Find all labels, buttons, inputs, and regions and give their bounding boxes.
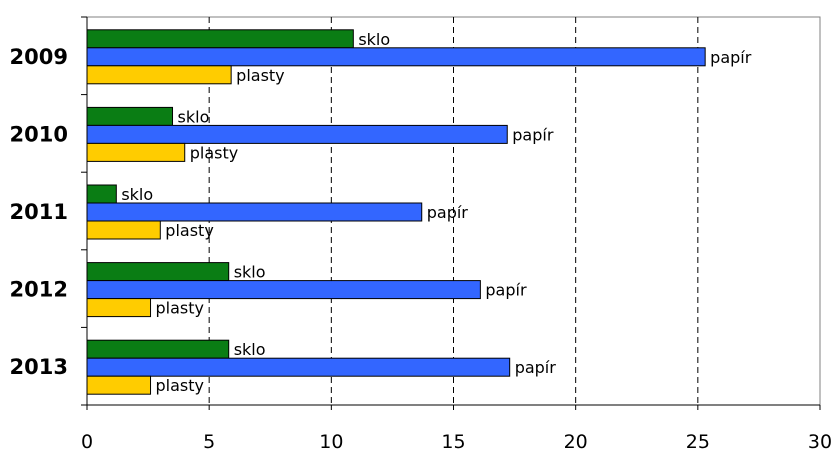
bar-data-label: plasty [156,376,204,395]
bar-data-label: sklo [178,107,210,126]
bar-sklo [86,106,174,126]
bar-papir [86,124,508,144]
bar-data-label: sklo [358,30,390,49]
x-tick-label: 25 [686,431,710,452]
bar-data-label: papír [710,48,752,67]
bar-sklo [86,339,230,359]
bar-data-label: plasty [165,221,213,240]
bar-data-label: papír [427,203,469,222]
y-axis: 2009 2010 2011 2012 2013 [10,16,88,406]
y-category-label: 2013 [10,355,68,379]
bar-data-label: sklo [121,185,153,204]
bar-papir [86,202,423,222]
bar-plasty [86,375,152,395]
bar-papir [86,357,511,377]
bar-papir [86,47,706,67]
bar-sklo [86,29,354,49]
x-tick-label: 15 [441,431,465,452]
bars [86,29,706,395]
bar-plasty [86,220,161,240]
bar-data-label: plasty [190,143,238,162]
x-tick-label: 5 [203,431,215,452]
bar-papir [86,280,481,300]
x-tick-label: 0 [81,431,93,452]
y-category-label: 2011 [10,200,68,224]
bar-data-label: plasty [236,66,284,85]
y-category-label: 2010 [10,122,68,146]
y-category-label: 2009 [10,45,68,69]
bar-data-label: sklo [234,340,266,359]
y-category-label: 2012 [10,278,68,302]
x-tick-label: 10 [319,431,343,452]
bar-data-label: plasty [156,299,204,318]
bar-sklo [86,262,230,282]
bar-data-label: papír [512,125,554,144]
bar-data-label: sklo [234,263,266,282]
bar-plasty [86,65,232,85]
data-labels: sklo papír plasty sklo papír plasty sklo papír p… [121,30,751,395]
x-tick-label: 30 [808,431,832,452]
x-axis: 0 5 10 15 20 25 30 [81,404,832,452]
bar-plasty [86,298,152,318]
x-tick-label: 20 [564,431,588,452]
bar-data-label: papír [485,281,527,300]
bar-data-label: papír [515,358,557,377]
bar-sklo [86,184,117,204]
bar-plasty [86,142,186,162]
